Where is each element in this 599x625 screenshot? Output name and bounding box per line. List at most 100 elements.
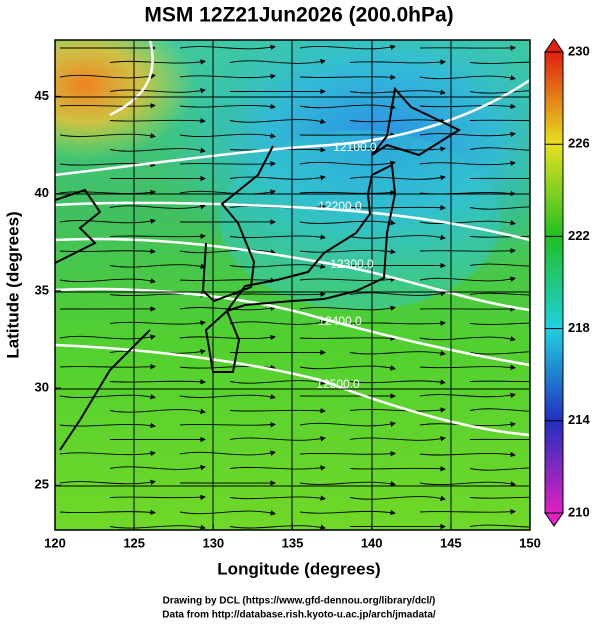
streamline	[349, 320, 446, 326]
streamline	[469, 524, 530, 528]
title: MSM 12Z21Jun2026 (200.0hPa)	[144, 4, 453, 27]
footer-line: Drawing by DCL (https://www.gfd-dennou.o…	[163, 596, 436, 607]
streamline	[419, 220, 516, 226]
streamline	[59, 133, 156, 139]
streamline	[59, 479, 156, 485]
streamline	[469, 61, 530, 64]
colorbar-tick-label: 214	[568, 412, 590, 427]
map-field	[55, 40, 530, 530]
streamline	[179, 422, 276, 428]
colorbar-tick-label: 226	[568, 136, 590, 151]
x-tick-label: 145	[440, 535, 462, 550]
streamline	[469, 90, 530, 94]
streamline	[419, 336, 516, 342]
streamline	[109, 147, 206, 153]
streamline	[469, 408, 530, 412]
streamline	[419, 392, 516, 398]
streamline	[349, 350, 446, 356]
streamline	[59, 364, 156, 370]
streamline	[299, 451, 396, 457]
streamline	[469, 147, 530, 151]
streamline	[469, 119, 530, 122]
streamline	[179, 249, 276, 255]
streamline	[59, 103, 156, 109]
y-tick-label: 30	[35, 379, 49, 394]
colorbar	[544, 51, 564, 514]
streamline	[59, 422, 156, 429]
streamline	[229, 465, 326, 471]
colorbar-tick-label: 222	[568, 228, 590, 243]
y-tick-label: 35	[35, 282, 49, 297]
streamline	[299, 44, 396, 50]
colorbar-top	[544, 38, 564, 53]
streamline	[179, 305, 276, 311]
x-tick-label: 135	[282, 535, 304, 550]
streamline	[419, 276, 516, 282]
streamline	[179, 394, 276, 400]
streamline	[229, 234, 326, 240]
streamline	[59, 248, 156, 254]
streamline	[419, 509, 516, 515]
streamline	[109, 59, 206, 65]
streamline	[419, 248, 516, 254]
streamline	[299, 365, 396, 371]
streamline	[109, 408, 206, 414]
streamline	[349, 175, 446, 181]
streamline	[109, 379, 206, 385]
streamline	[469, 467, 530, 471]
streamline	[109, 263, 206, 269]
streamline	[109, 494, 206, 500]
streamline	[179, 44, 276, 50]
streamline	[469, 322, 530, 325]
streamline	[179, 133, 276, 139]
y-tick-label: 40	[35, 185, 49, 200]
streamline	[419, 364, 516, 371]
contour-label: 12500.0	[316, 377, 360, 391]
streamline	[299, 481, 396, 487]
coastlines	[55, 86, 462, 451]
y-tick-label: 45	[35, 88, 49, 103]
streamline	[229, 408, 326, 414]
streamline	[349, 89, 446, 95]
streamline	[299, 74, 396, 80]
streamline	[349, 291, 446, 297]
streamline	[349, 59, 446, 65]
streamline	[419, 103, 516, 110]
streamline	[179, 103, 276, 110]
streamline	[229, 59, 326, 65]
streamline	[229, 320, 326, 326]
streamline	[229, 436, 326, 442]
streamline	[229, 379, 326, 385]
streamline	[59, 73, 156, 79]
streamline	[59, 450, 156, 457]
streamline	[229, 118, 326, 124]
x-tick-label: 120	[44, 535, 66, 550]
y-axis-label: Latitude (degrees)	[3, 211, 22, 358]
graticule	[55, 40, 530, 530]
streamline	[349, 146, 446, 152]
streamline	[109, 118, 206, 124]
streamline	[419, 481, 516, 487]
colorbar-bottom	[544, 512, 564, 527]
streamline	[299, 305, 396, 311]
footer-line: Data from http://database.rish.kyoto-u.a…	[162, 610, 436, 621]
colorbar-tick-label: 230	[568, 43, 590, 58]
streamline	[299, 160, 396, 166]
contour-label: 12200.0	[318, 199, 362, 213]
contour-label: 12100.0	[333, 140, 377, 154]
x-tick-label: 130	[202, 535, 224, 550]
contour-label: 12400.0	[318, 314, 362, 328]
x-axis-label: Longitude (degrees)	[217, 559, 380, 578]
streamline	[419, 75, 516, 81]
streamline	[59, 189, 156, 196]
streamline	[179, 334, 276, 341]
streamline	[59, 278, 156, 284]
streamline	[229, 524, 326, 530]
streamline	[299, 335, 396, 341]
streamline	[349, 379, 446, 385]
streamline	[469, 206, 530, 210]
contours	[55, 40, 530, 437]
streamline	[179, 510, 276, 516]
streamline	[349, 205, 446, 211]
